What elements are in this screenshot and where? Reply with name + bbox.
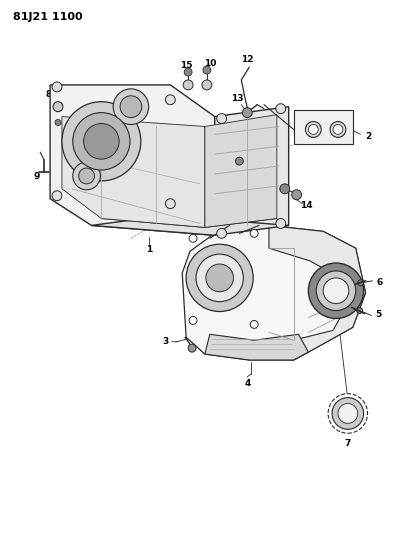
Polygon shape	[182, 225, 365, 360]
Text: 10: 10	[204, 59, 216, 68]
Text: 9: 9	[33, 173, 39, 181]
Circle shape	[73, 112, 130, 170]
Circle shape	[120, 96, 142, 118]
Circle shape	[250, 320, 258, 328]
Circle shape	[84, 124, 119, 159]
Circle shape	[357, 308, 363, 313]
Polygon shape	[62, 117, 205, 228]
Circle shape	[79, 168, 94, 184]
Text: 3: 3	[162, 337, 169, 346]
Circle shape	[165, 199, 175, 208]
Text: 8: 8	[45, 90, 51, 99]
Text: 81J21 1100: 81J21 1100	[13, 12, 82, 22]
Circle shape	[276, 104, 286, 114]
Polygon shape	[215, 107, 289, 236]
Polygon shape	[205, 334, 309, 360]
Circle shape	[165, 95, 175, 104]
Polygon shape	[92, 215, 289, 236]
Text: 4: 4	[244, 379, 250, 388]
Circle shape	[189, 317, 197, 325]
Circle shape	[184, 68, 192, 76]
Circle shape	[309, 125, 318, 134]
Circle shape	[217, 114, 227, 124]
Text: 13: 13	[231, 94, 244, 103]
Circle shape	[196, 254, 243, 302]
Circle shape	[217, 229, 227, 238]
Text: 14: 14	[300, 201, 313, 210]
Circle shape	[183, 80, 193, 90]
Circle shape	[323, 278, 349, 304]
Circle shape	[203, 66, 211, 74]
Circle shape	[206, 264, 233, 292]
Circle shape	[188, 344, 196, 352]
Circle shape	[202, 80, 212, 90]
Circle shape	[113, 89, 149, 125]
Circle shape	[235, 157, 243, 165]
Text: 1: 1	[145, 245, 152, 254]
Text: 5: 5	[375, 310, 382, 319]
Polygon shape	[294, 110, 353, 144]
Polygon shape	[101, 208, 277, 228]
Circle shape	[330, 122, 346, 138]
Circle shape	[186, 244, 253, 311]
Circle shape	[328, 394, 367, 433]
Circle shape	[305, 122, 321, 138]
Circle shape	[52, 191, 62, 201]
Text: 7: 7	[345, 439, 351, 448]
Circle shape	[276, 219, 286, 229]
Text: 12: 12	[241, 55, 253, 63]
Circle shape	[292, 190, 301, 200]
Circle shape	[53, 102, 63, 111]
Circle shape	[189, 235, 197, 243]
Circle shape	[242, 108, 252, 118]
Polygon shape	[50, 85, 215, 236]
Circle shape	[338, 403, 358, 423]
Circle shape	[73, 162, 100, 190]
Polygon shape	[269, 225, 365, 360]
Circle shape	[52, 82, 62, 92]
Circle shape	[62, 102, 141, 181]
Circle shape	[280, 184, 290, 194]
Circle shape	[358, 280, 364, 286]
Circle shape	[250, 229, 258, 237]
Text: C: C	[344, 408, 351, 418]
Circle shape	[333, 125, 343, 134]
Text: 11: 11	[221, 173, 234, 181]
Circle shape	[332, 398, 364, 429]
Circle shape	[316, 271, 356, 311]
Polygon shape	[205, 115, 277, 228]
Circle shape	[55, 119, 61, 125]
Text: 6: 6	[376, 278, 382, 287]
Text: 2: 2	[365, 132, 372, 141]
Text: 15: 15	[180, 61, 193, 70]
Circle shape	[309, 263, 364, 318]
